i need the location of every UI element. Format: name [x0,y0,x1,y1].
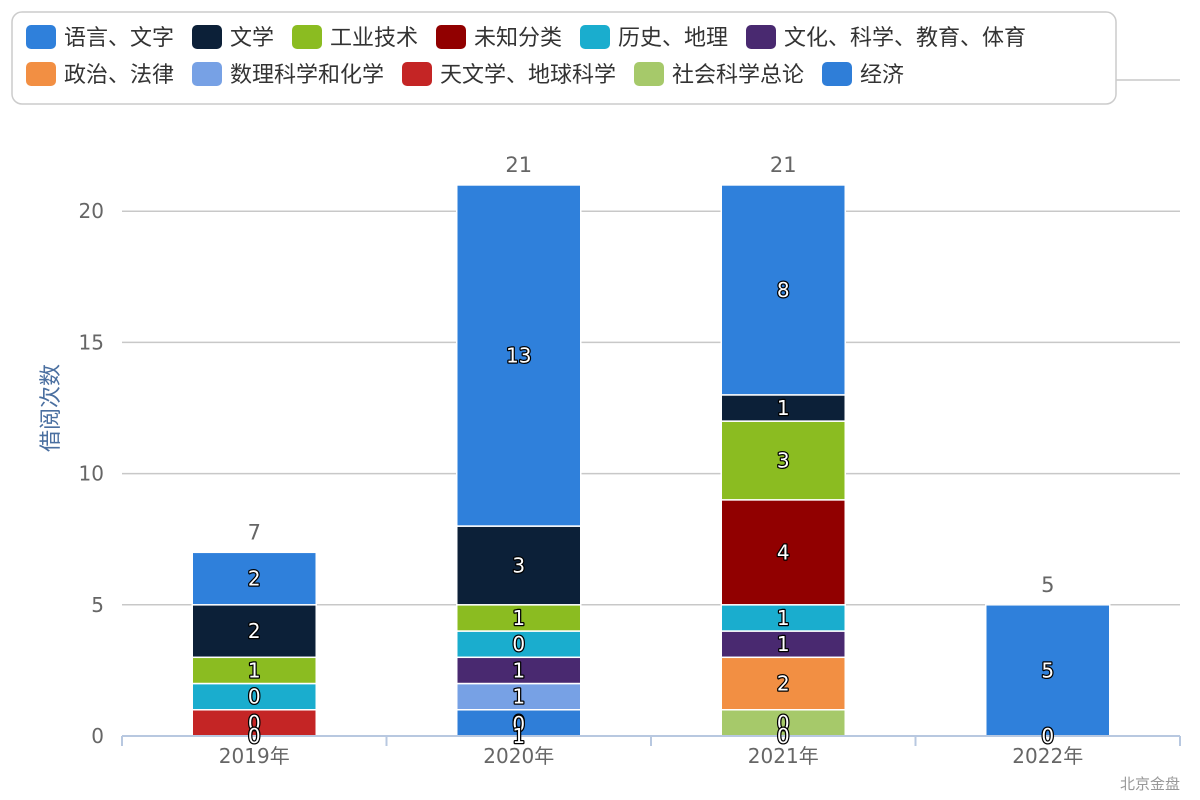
bar-segment[interactable] [720,604,846,632]
bar-segment[interactable] [456,184,582,527]
stack-total-label: 7 [248,520,261,544]
bar-value-label: 1 [777,396,790,420]
bar-segment[interactable] [720,420,846,501]
bar-value-label: 1 [512,724,525,748]
x-tick-label: 2021年 [748,744,819,768]
bar-value-label: 1 [777,632,790,656]
bar-segment[interactable] [456,525,582,606]
bar-value-label: 4 [777,540,790,564]
legend-label: 语言、文字 [64,26,174,51]
bar-segment[interactable] [720,394,846,422]
bar-value-label: 0 [248,711,261,735]
bar-segment[interactable] [720,709,846,737]
legend-label: 未知分类 [474,26,562,51]
legend-item[interactable]: 语言、文字 [26,25,174,51]
bar-value-label: 0 [248,724,261,748]
legend-label: 政治、法律 [64,63,174,88]
legend-swatch [746,25,776,49]
bar-value-label: 2 [777,672,790,696]
legend-item[interactable]: 历史、地理 [580,25,728,51]
bar-value-label: 0 [512,711,525,735]
legend-swatch [402,62,432,86]
legend-item[interactable]: 经济 [822,62,904,88]
bar-layer [191,184,1111,737]
bar-value-label: 8 [777,278,790,302]
x-tick-label: 2019年 [219,744,290,768]
legend-item[interactable]: 未知分类 [436,25,562,51]
y-tick-label: 20 [79,199,104,223]
bar-value-label: 3 [777,448,790,472]
bar-value-label: 1 [512,658,525,682]
legend-item[interactable]: 政治、法律 [26,62,174,88]
bar-value-label: 13 [506,344,531,368]
legend-swatch [192,62,222,86]
bar-segment[interactable] [720,630,846,659]
legend-item[interactable]: 天文学、地球科学 [402,62,616,88]
bar-segment[interactable] [191,709,317,737]
bar-value-label: 0 [512,632,525,656]
stack-total-label: 21 [505,153,532,177]
y-tick-label: 0 [91,724,104,748]
bar-segment[interactable] [191,551,317,606]
bar-value-label: 5 [1041,658,1054,682]
bar-segment[interactable] [456,656,582,685]
legend-item[interactable]: 社会科学总论 [634,62,804,88]
legend-swatch [26,25,56,49]
y-tick-label: 15 [79,330,104,354]
legend-label: 社会科学总论 [672,63,804,88]
bar-value-label: 1 [512,606,525,630]
legend-item[interactable]: 数理科学和化学 [192,62,384,88]
bar-value-label: 3 [512,553,525,577]
bar-segment[interactable] [191,682,317,711]
bar-value-label: 0 [1041,724,1054,748]
legend-item[interactable]: 文学 [192,25,274,51]
bar-segment[interactable] [720,499,846,606]
legend-label: 经济 [860,63,904,88]
bar-segment[interactable] [456,604,582,632]
bar-segment[interactable] [720,656,846,711]
legend-swatch [436,25,466,49]
legend-item[interactable]: 工业技术 [292,25,418,51]
legend-label: 文化、科学、教育、体育 [784,26,1026,51]
legend-label: 数理科学和化学 [230,63,384,88]
legend-swatch [292,25,322,49]
legend-swatch [580,25,610,49]
x-tick-label: 2022年 [1012,744,1083,768]
grid-layer [122,79,1180,606]
bar-value-label: 0 [777,724,790,748]
bar-value-label: 2 [248,619,261,643]
bar-value-label: 0 [512,712,525,736]
legend-label: 历史、地理 [618,26,728,51]
bar-segment[interactable] [456,630,582,659]
bar-value-label: 1 [248,658,261,682]
bar-segment[interactable] [720,184,846,396]
legend-swatch [822,62,852,86]
bar-value-label: 0 [777,711,790,735]
y-tick-label: 10 [79,462,104,486]
y-tick-label: 5 [91,593,104,617]
stack-total-label: 5 [1041,573,1054,597]
legend-item[interactable]: 文化、科学、教育、体育 [746,25,1026,51]
credit-label[interactable]: 北京金盘 [1120,775,1180,793]
legend-label: 文学 [230,26,274,51]
legend-swatch [192,25,222,49]
legend-label: 工业技术 [330,26,418,51]
stack-total-label: 21 [770,153,797,177]
bar-value-label: 0 [248,685,261,709]
legend-label: 天文学、地球科学 [440,63,616,88]
axis-layer: 05101520252019年2020年2021年2022年 [79,68,1181,768]
x-tick-label: 2020年 [483,744,554,768]
legend-swatch [26,62,56,86]
legend-swatch [634,62,664,86]
bar-value-label: 1 [777,606,790,630]
bar-segment[interactable] [985,604,1111,737]
bar-value-label: 1 [512,685,525,709]
y-axis-title: 借阅次数 [39,364,64,452]
bar-value-label: 2 [248,567,261,591]
